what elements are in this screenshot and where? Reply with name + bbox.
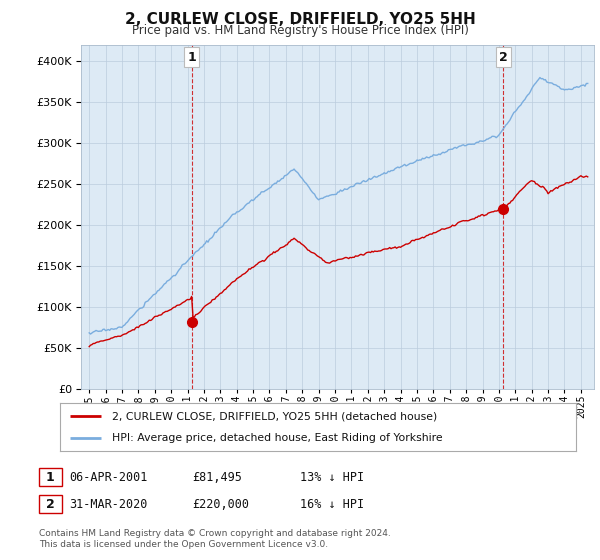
Text: 2, CURLEW CLOSE, DRIFFIELD, YO25 5HH: 2, CURLEW CLOSE, DRIFFIELD, YO25 5HH [125,12,475,27]
Text: £81,495: £81,495 [192,470,242,484]
Text: 06-APR-2001: 06-APR-2001 [69,470,148,484]
Text: Contains HM Land Registry data © Crown copyright and database right 2024.: Contains HM Land Registry data © Crown c… [39,529,391,538]
Text: This data is licensed under the Open Government Licence v3.0.: This data is licensed under the Open Gov… [39,540,328,549]
Text: 16% ↓ HPI: 16% ↓ HPI [300,497,364,511]
Text: 1: 1 [46,470,55,484]
Text: 31-MAR-2020: 31-MAR-2020 [69,497,148,511]
Text: Price paid vs. HM Land Registry's House Price Index (HPI): Price paid vs. HM Land Registry's House … [131,24,469,37]
Text: 2: 2 [46,497,55,511]
Text: 1: 1 [188,50,196,64]
Text: £220,000: £220,000 [192,497,249,511]
Text: 2: 2 [499,50,508,64]
Text: 13% ↓ HPI: 13% ↓ HPI [300,470,364,484]
Text: HPI: Average price, detached house, East Riding of Yorkshire: HPI: Average price, detached house, East… [112,433,442,443]
Text: 2, CURLEW CLOSE, DRIFFIELD, YO25 5HH (detached house): 2, CURLEW CLOSE, DRIFFIELD, YO25 5HH (de… [112,411,437,421]
